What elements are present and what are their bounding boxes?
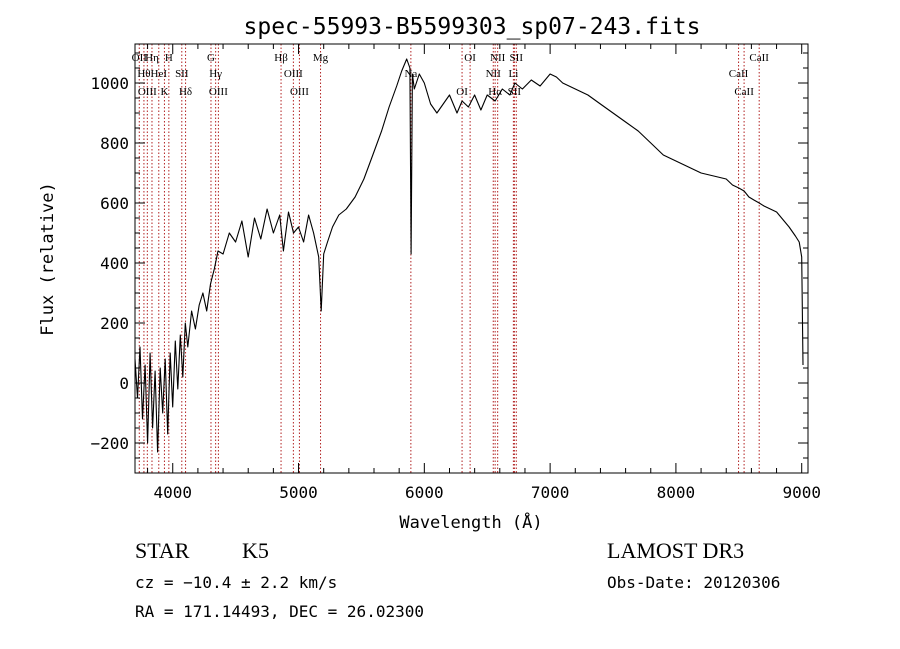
object-subclass: K5	[242, 538, 269, 563]
line-label: OII	[132, 52, 148, 64]
line-label: OI	[464, 52, 476, 64]
x-tick-label: 9000	[782, 483, 821, 502]
line-label: OI	[456, 86, 468, 98]
y-tick-label: 400	[100, 254, 129, 273]
line-label: K	[160, 86, 168, 98]
y-tick-label: 600	[100, 194, 129, 213]
spectral-line-labels: OIIHθOIIIHηHeIKHSIIHδGHγOIIIHβOIIIOIIIMg…	[132, 52, 770, 98]
line-label: Mg	[313, 52, 329, 64]
line-label: OIII	[209, 86, 228, 98]
line-label: Hδ	[179, 86, 192, 98]
line-label: NII	[486, 68, 502, 80]
y-tick-label: 800	[100, 134, 129, 153]
line-label: Hη	[145, 52, 159, 64]
x-tick-label: 7000	[531, 483, 570, 502]
x-tick-label: 6000	[405, 483, 444, 502]
x-tick-label: 8000	[657, 483, 696, 502]
line-label: OIII	[284, 68, 303, 80]
x-axis-label: Wavelength (Å)	[399, 511, 542, 533]
coordinates: RA = 171.14493, DEC = 26.02300	[135, 602, 424, 621]
survey-name: LAMOST DR3	[607, 538, 745, 563]
y-tick-label: 0	[119, 374, 129, 393]
line-label: SII	[510, 52, 524, 64]
y-axis-label: Flux (relative)	[38, 182, 58, 336]
y-tick-label: 1000	[90, 74, 129, 93]
y-tick-label: 200	[100, 314, 129, 333]
line-label: NII	[490, 52, 506, 64]
line-label: Hγ	[209, 68, 222, 80]
x-tick-label: 5000	[279, 483, 318, 502]
spectrum-line	[134, 58, 804, 453]
line-label: SII	[508, 86, 522, 98]
object-class: STAR	[135, 538, 190, 563]
line-label: G	[207, 52, 215, 64]
observation-date: Obs-Date: 20120306	[607, 573, 781, 592]
plot-frame	[134, 43, 809, 474]
line-label: HeI	[151, 68, 168, 80]
redshift-velocity: cz = −10.4 ± 2.2 km/s	[135, 573, 338, 592]
line-label: OIII	[290, 86, 309, 98]
spectral-line-markers	[138, 44, 760, 473]
line-label: CaII	[729, 68, 749, 80]
line-label: OIII	[138, 86, 157, 98]
line-label: H	[165, 52, 173, 64]
x-tick-label: 4000	[153, 483, 192, 502]
line-label: Na	[404, 68, 417, 80]
line-label: Hβ	[274, 52, 288, 64]
line-label: SII	[175, 68, 189, 80]
line-label: Li	[508, 68, 518, 80]
chart-title: spec-55993-B5599303_sp07-243.fits	[244, 14, 701, 40]
line-label: CaII	[749, 52, 769, 64]
line-label: CaII	[734, 86, 754, 98]
y-tick-label: −200	[90, 434, 129, 453]
axes: 4000 5000 6000 7000 8000 9000 −200 0 200 400 600 80…	[90, 44, 821, 502]
line-label: Hθ	[137, 68, 150, 80]
